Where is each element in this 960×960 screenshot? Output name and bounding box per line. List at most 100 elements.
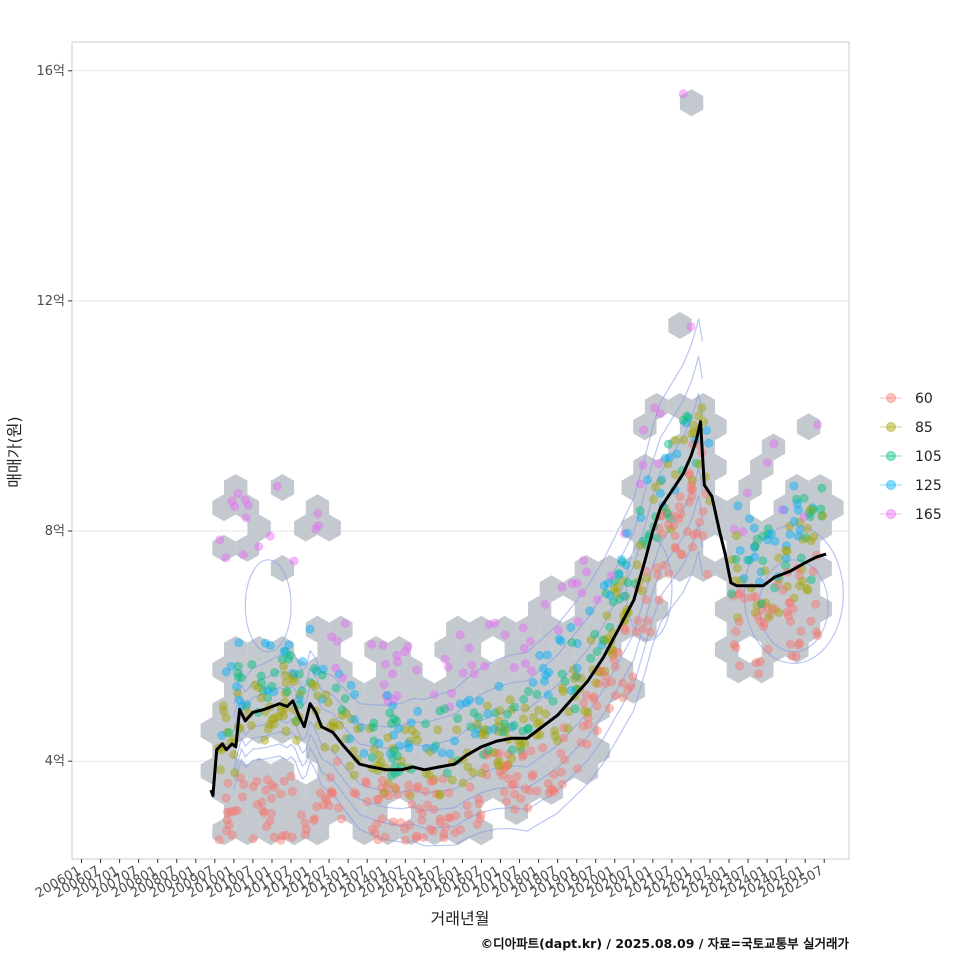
hex-bin <box>785 514 809 542</box>
scatter-point <box>291 717 301 727</box>
scatter-point <box>449 736 459 746</box>
hex-bin <box>305 777 330 805</box>
scatter-point <box>557 582 567 592</box>
scatter-point <box>346 680 356 690</box>
hex-bin <box>598 676 622 704</box>
hex-bin <box>305 615 330 643</box>
legend: 60 85 105 125 165 <box>880 391 942 523</box>
scatter-point <box>607 677 617 687</box>
scatter-point <box>639 425 649 435</box>
scatter-point <box>350 689 360 699</box>
scatter-point <box>818 511 828 521</box>
hex-bin <box>785 474 809 501</box>
scatter-point <box>638 624 648 634</box>
scatter-point <box>470 729 480 739</box>
scatter-point <box>557 669 567 679</box>
hexbin-layer <box>200 89 844 846</box>
scatter-point <box>524 786 534 796</box>
scatter-point <box>381 691 391 701</box>
scatter-point <box>443 813 453 823</box>
scatter-point <box>628 672 638 682</box>
scatter-point <box>281 726 291 736</box>
scatter-point <box>791 494 801 504</box>
scatter-point <box>731 643 741 653</box>
scatter-point <box>227 830 237 840</box>
scatter-point <box>688 420 698 430</box>
scatter-point <box>507 722 517 732</box>
scatter-point <box>577 588 587 598</box>
hex-bin <box>235 696 260 724</box>
scatter-point <box>214 835 224 845</box>
scatter-point <box>437 748 447 758</box>
scatter-point <box>763 524 773 534</box>
scatter-point <box>558 686 568 696</box>
hex-bin <box>446 656 470 684</box>
scatter-point <box>535 717 545 727</box>
scatter-point <box>762 457 772 467</box>
scatter-point <box>474 696 484 706</box>
scatter-point <box>351 789 361 799</box>
scatter-point <box>281 678 291 688</box>
scatter-point <box>246 720 256 730</box>
scatter-point <box>600 666 610 676</box>
scatter-point <box>331 683 341 693</box>
scatter-point <box>637 586 647 596</box>
scatter-point <box>321 690 331 700</box>
hex-bin <box>796 575 821 603</box>
scatter-point <box>787 651 797 661</box>
scatter-point <box>731 531 741 541</box>
scatter-point <box>599 581 609 591</box>
scatter-point <box>309 813 319 823</box>
hex-bin <box>528 595 552 623</box>
scatter-point <box>451 811 461 821</box>
scatter-point <box>279 776 289 786</box>
scatter-point <box>217 730 227 740</box>
hex-bin <box>235 494 260 522</box>
hex-bin <box>808 595 832 623</box>
scatter-point <box>237 673 247 683</box>
scatter-point <box>546 785 556 795</box>
scatter-point <box>770 604 780 614</box>
scatter-point <box>447 775 457 785</box>
scatter-point <box>602 611 612 621</box>
scatter-point <box>341 708 351 718</box>
hex-bin <box>761 636 786 663</box>
scatter-point <box>808 566 818 576</box>
scatter-point <box>327 788 337 798</box>
scatter-point <box>413 706 423 716</box>
scatter-point <box>222 727 232 737</box>
scatter-point <box>507 704 517 714</box>
scatter-point <box>362 778 372 788</box>
scatter-point <box>455 699 465 709</box>
scatter-point <box>388 744 398 754</box>
scatter-point <box>340 618 350 628</box>
scatter-point <box>463 809 473 819</box>
scatter-point <box>307 679 317 689</box>
hex-bin <box>691 555 715 582</box>
scatter-point <box>320 742 330 752</box>
scatter-point <box>676 509 686 519</box>
scatter-point <box>572 578 582 588</box>
scatter-point <box>455 825 465 835</box>
hex-bin <box>317 514 341 542</box>
y-axis-title: 매매가(원) <box>5 416 24 487</box>
hex-bin <box>411 798 435 825</box>
hex-bin <box>738 514 762 542</box>
scatter-point <box>649 494 659 504</box>
scatter-point <box>670 435 680 445</box>
scatter-point <box>543 690 553 700</box>
scatter-point <box>309 664 319 674</box>
scatter-point <box>572 638 582 648</box>
scatter-point <box>687 429 697 439</box>
scatter-point <box>489 724 499 734</box>
hex-bin <box>528 636 552 663</box>
scatter-point <box>797 576 807 586</box>
scatter-point <box>597 640 607 650</box>
scatter-point <box>527 771 537 781</box>
scatter-point <box>626 681 636 691</box>
hex-bin <box>644 474 669 501</box>
scatter-point <box>763 535 773 545</box>
hex-bin <box>808 555 832 582</box>
scatter-point <box>300 830 310 840</box>
density-contours <box>233 318 844 847</box>
